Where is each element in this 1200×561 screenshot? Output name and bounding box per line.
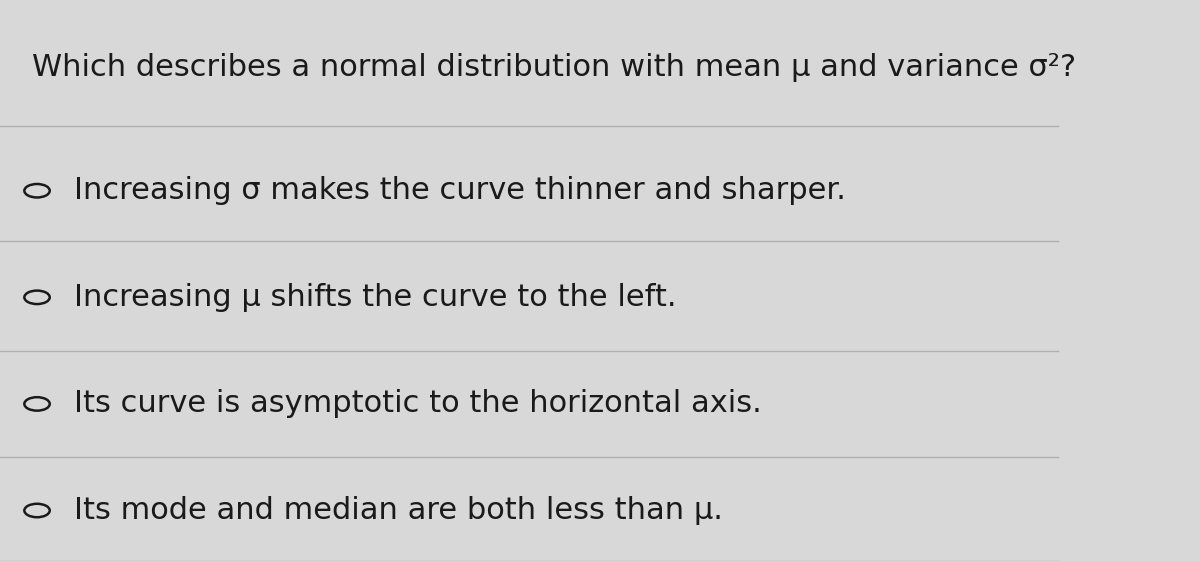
Text: Increasing μ shifts the curve to the left.: Increasing μ shifts the curve to the lef… [74, 283, 677, 312]
Text: Which describes a normal distribution with mean μ and variance σ²?: Which describes a normal distribution wi… [31, 53, 1076, 82]
Text: Its curve is asymptotic to the horizontal axis.: Its curve is asymptotic to the horizonta… [74, 389, 762, 419]
Text: Increasing σ makes the curve thinner and sharper.: Increasing σ makes the curve thinner and… [74, 176, 846, 205]
Text: Its mode and median are both less than μ.: Its mode and median are both less than μ… [74, 496, 722, 525]
